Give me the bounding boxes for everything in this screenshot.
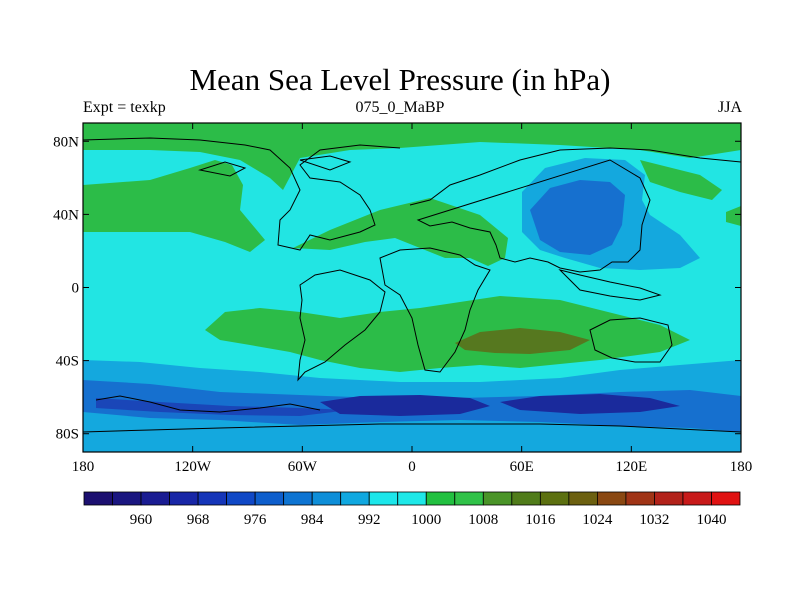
- colorbar-label: 968: [187, 512, 210, 528]
- colorbar-label: 1024: [582, 512, 613, 528]
- colorbar-swatch: [596, 491, 627, 506]
- colorbar-swatch: [397, 491, 427, 506]
- lon-tick-label: 180: [72, 459, 95, 475]
- colorbar-swatch: [539, 491, 570, 506]
- colorbar-swatch: [340, 491, 370, 506]
- antarctica-outline: [83, 395, 741, 433]
- colorbar-swatch: [711, 491, 741, 506]
- colorbar-swatch: [368, 491, 399, 506]
- colorbar-label: 984: [301, 512, 324, 528]
- colorbar-swatch: [169, 491, 199, 506]
- southern-ocean-low-west: [96, 398, 350, 416]
- lon-tick-label: 180: [730, 459, 753, 475]
- colorbar-swatch: [311, 491, 342, 506]
- asian-monsoon-low-core: [530, 180, 625, 255]
- lat-tick-label: 80S: [56, 427, 79, 443]
- north-america-outline: [83, 137, 401, 251]
- colorbar-swatch: [83, 491, 113, 506]
- colorbar-swatch: [140, 491, 170, 506]
- pressure-field: [83, 123, 741, 452]
- colorbar-label: 1040: [696, 512, 726, 528]
- southern-ocean-low-east: [500, 394, 680, 414]
- south-indian-ocean-high-core: [455, 328, 590, 354]
- north-atlantic-high-region: [293, 198, 508, 266]
- colorbar-swatch: [254, 491, 285, 506]
- southern-subtropical-high-belt: [205, 296, 690, 372]
- lat-tick-label: 40N: [53, 207, 79, 223]
- colorbar-swatch: [625, 491, 655, 506]
- colorbar-label: 960: [130, 512, 153, 528]
- australia-outline: [589, 317, 673, 363]
- lon-tick-label: 0: [408, 459, 416, 475]
- maritime-continent-outline: [558, 269, 662, 301]
- lat-tick-label: 80N: [53, 134, 79, 150]
- colorbar-swatch: [425, 491, 456, 506]
- longitude-axis: 180 120W 60W 0 60E 120E 180: [72, 123, 753, 475]
- colorbar-label: 992: [358, 512, 381, 528]
- colorbar-swatch: [112, 491, 142, 506]
- north-pacific-east-region: [640, 160, 722, 200]
- southern-ocean-low-center: [320, 395, 490, 416]
- antarctic-edge-region: [83, 430, 741, 452]
- lon-tick-label: 60W: [288, 459, 318, 475]
- east-edge-high-region: [726, 206, 741, 226]
- colorbar-label: 1008: [468, 512, 498, 528]
- colorbar-swatch: [197, 491, 228, 506]
- colorbar-swatch: [226, 491, 256, 506]
- experiment-label: Expt = texkp: [83, 99, 166, 116]
- eurasia-outline: [409, 145, 741, 273]
- season-label: JJA: [717, 99, 742, 116]
- colorbar-label: 1032: [639, 512, 669, 528]
- coastlines: [83, 137, 741, 433]
- colorbar-label: 976: [244, 512, 267, 528]
- colorbar-label: 1000: [411, 512, 441, 528]
- south-america-outline: [297, 269, 386, 382]
- arctic-high-pressure-region: [83, 123, 741, 190]
- colorbar-label: 1016: [525, 512, 556, 528]
- latitude-axis: 80N 40N 0 40S 80S: [53, 134, 741, 443]
- lat-tick-label: 0: [72, 281, 80, 297]
- africa-outline: [379, 247, 491, 373]
- chart-title: Mean Sea Level Pressure (in hPa): [189, 62, 611, 97]
- colorbar-swatch: [482, 491, 513, 506]
- colorbar: 960 968 976 984 992 1000 1008 1016 1024 1032 1040: [83, 491, 741, 528]
- north-pacific-high-region: [83, 160, 265, 252]
- colorbar-swatch: [654, 491, 684, 506]
- colorbar-swatch: [283, 491, 313, 506]
- lon-tick-label: 120E: [615, 459, 647, 475]
- colorbar-swatch: [682, 491, 712, 506]
- lat-tick-label: 40S: [56, 354, 79, 370]
- colorbar-swatch: [511, 491, 541, 506]
- lon-tick-label: 60E: [510, 459, 534, 475]
- colorbar-swatch: [568, 491, 598, 506]
- lon-tick-label: 120W: [174, 459, 212, 475]
- time-slice-label: 075_0_MaBP: [355, 99, 445, 116]
- colorbar-swatch: [454, 491, 484, 506]
- arctic-islands-outline: [198, 155, 352, 177]
